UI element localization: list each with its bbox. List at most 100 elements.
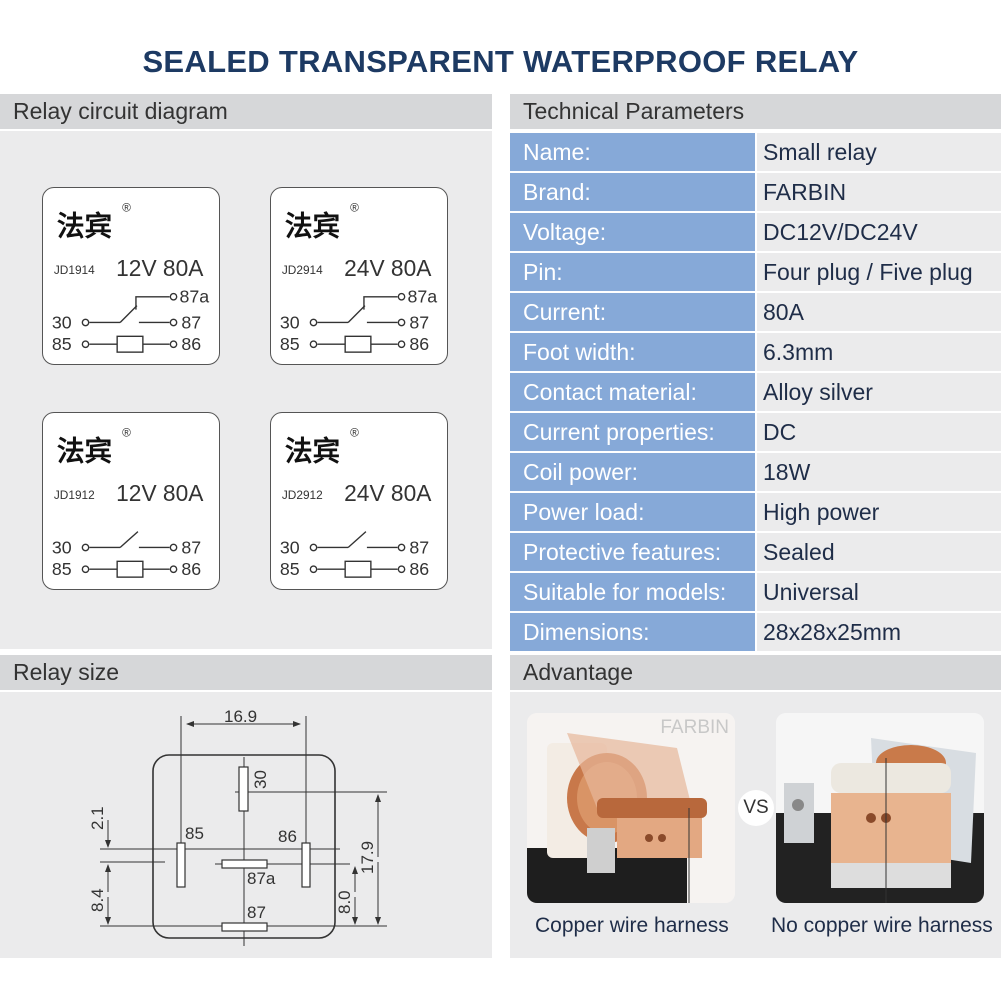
model-number: JD1914	[54, 263, 95, 277]
param-row: Protective features: Sealed	[510, 533, 1001, 571]
pin-label: 87a	[179, 287, 209, 307]
param-value: Small relay	[757, 133, 1001, 171]
param-row: Name: Small relay	[510, 133, 1001, 171]
pin-label: 30	[52, 537, 72, 557]
param-row: Brand: FARBIN	[510, 173, 1001, 211]
coil-symbol	[116, 335, 144, 353]
param-label: Name:	[510, 133, 755, 171]
registered-mark: ®	[350, 201, 359, 215]
size-header: Relay size	[0, 655, 492, 690]
coil-symbol	[116, 560, 144, 578]
watermark: FARBIN	[660, 717, 729, 738]
pin-label: 87	[181, 537, 201, 557]
param-value: Sealed	[757, 533, 1001, 571]
model-number: JD2912	[282, 488, 323, 502]
switch-87a-line	[135, 296, 170, 310]
pin-87	[221, 922, 268, 932]
circuit-diagram: 法宾 ® JD1912 12V 80A 30 85 87 86	[52, 426, 204, 579]
circuit-card: 法宾 ® JD1914 12V 80A 30 85 87a 87 86	[42, 187, 220, 365]
param-value: High power	[757, 493, 1001, 531]
switch-lever	[119, 305, 138, 323]
param-label: Current properties:	[510, 413, 755, 451]
photo-no-copper-harness	[776, 713, 984, 903]
switch-lever	[347, 531, 367, 548]
switch-87a-line	[363, 296, 398, 310]
dim-2-1: 2.1	[88, 806, 107, 830]
pin-label: 85	[52, 334, 72, 354]
param-row: Pin: Four plug / Five plug	[510, 253, 1001, 291]
page-title: SEALED TRANSPARENT WATERPROOF RELAY	[142, 44, 859, 79]
label-87a: 87a	[247, 869, 276, 888]
circuit-card: 法宾 ® JD2912 24V 80A 30 85 87 86	[270, 412, 448, 590]
pin-label: 87	[409, 537, 429, 557]
pin-85	[176, 842, 186, 888]
circuit-diagram: 法宾 ® JD2914 24V 80A 30 85 87a 87 86	[280, 201, 437, 354]
label-30: 30	[251, 770, 270, 789]
dim-width: 16.9	[224, 707, 257, 726]
pin-label: 30	[52, 312, 72, 332]
rating: 12V 80A	[116, 480, 204, 506]
param-value: DC12V/DC24V	[757, 213, 1001, 251]
relay-size-drawing: 16.9 30 85 86 87a 87 2.1 8.4 8.0 17.9	[88, 707, 387, 946]
pin-87a	[221, 859, 268, 869]
param-label: Pin:	[510, 253, 755, 291]
param-label: Power load:	[510, 493, 755, 531]
param-value: Four plug / Five plug	[757, 253, 1001, 291]
pin-label: 85	[280, 334, 300, 354]
param-row: Power load: High power	[510, 493, 1001, 531]
pin-86	[301, 842, 311, 888]
param-value: 28x28x25mm	[757, 613, 1001, 651]
registered-mark: ®	[350, 426, 359, 440]
param-row: Current properties: DC	[510, 413, 1001, 451]
param-row: Foot width: 6.3mm	[510, 333, 1001, 371]
dim-8-0: 8.0	[335, 890, 354, 914]
circuit-card: 法宾 ® JD1912 12V 80A 30 85 87 86	[42, 412, 220, 590]
param-value: Alloy silver	[757, 373, 1001, 411]
advantage-header: Advantage	[510, 655, 1001, 690]
param-value: 18W	[757, 453, 1001, 491]
dim-17-9: 17.9	[358, 841, 377, 874]
param-value: 80A	[757, 293, 1001, 331]
param-row: Dimensions: 28x28x25mm	[510, 613, 1001, 651]
switch-lever	[347, 305, 366, 323]
rating: 24V 80A	[344, 255, 432, 281]
param-value: FARBIN	[757, 173, 1001, 211]
circuit-header: Relay circuit diagram	[0, 94, 492, 129]
label-87: 87	[247, 903, 266, 922]
vs-badge: VS	[738, 790, 774, 826]
param-label: Dimensions:	[510, 613, 755, 651]
brand-logo: 法宾	[285, 209, 340, 242]
pin-label: 86	[181, 559, 201, 579]
param-value: DC	[757, 413, 1001, 451]
rating: 12V 80A	[116, 255, 204, 281]
param-value: 6.3mm	[757, 333, 1001, 371]
param-label: Brand:	[510, 173, 755, 211]
pin-label: 86	[409, 334, 429, 354]
caption-no-copper: No copper wire harness	[771, 914, 993, 937]
switch-lever	[119, 531, 139, 548]
param-row: Suitable for models: Universal	[510, 573, 1001, 611]
param-row: Voltage: DC12V/DC24V	[510, 213, 1001, 251]
pin-label: 85	[280, 559, 300, 579]
photo-copper-harness: FARBIN	[527, 713, 735, 903]
dim-8-4: 8.4	[88, 888, 107, 912]
coil-symbol	[344, 335, 372, 353]
brand-logo: 法宾	[285, 434, 340, 467]
param-value: Universal	[757, 573, 1001, 611]
param-label: Current:	[510, 293, 755, 331]
coil-symbol	[344, 560, 372, 578]
label-86: 86	[278, 827, 297, 846]
pin-label: 30	[280, 537, 300, 557]
param-label: Suitable for models:	[510, 573, 755, 611]
param-label: Coil power:	[510, 453, 755, 491]
param-label: Foot width:	[510, 333, 755, 371]
circuit-diagram: 法宾 ® JD1914 12V 80A 30 85 87a 87 86	[52, 201, 209, 354]
param-row: Current: 80A	[510, 293, 1001, 331]
caption-copper: Copper wire harness	[535, 914, 729, 937]
model-number: JD1912	[54, 488, 95, 502]
label-85: 85	[185, 824, 204, 843]
pin-label: 30	[280, 312, 300, 332]
rating: 24V 80A	[344, 480, 432, 506]
param-label: Contact material:	[510, 373, 755, 411]
pin-label: 86	[409, 559, 429, 579]
